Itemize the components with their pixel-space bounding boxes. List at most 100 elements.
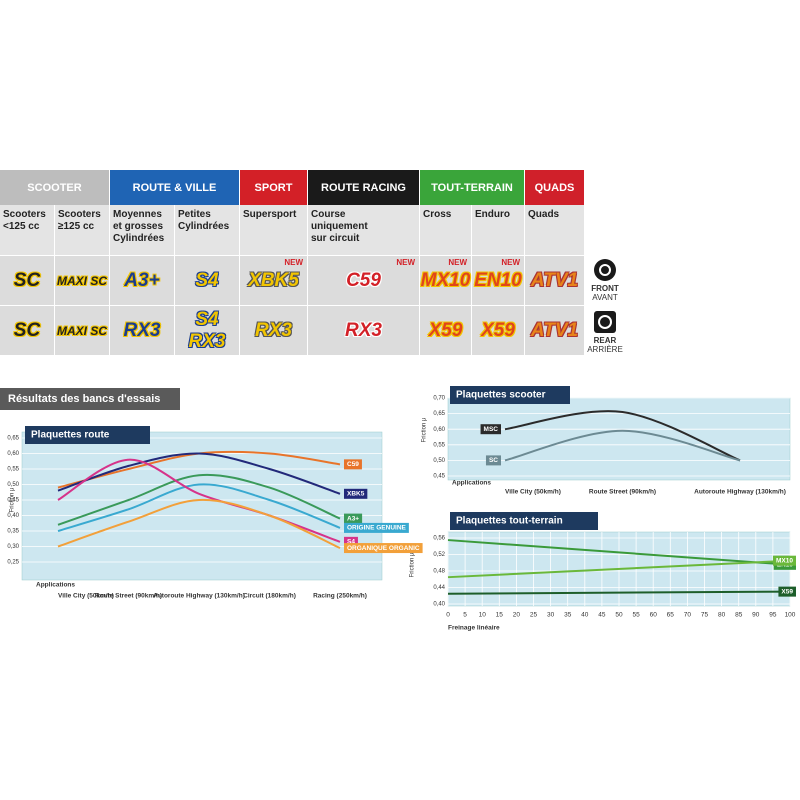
x-tick-label: 70 bbox=[684, 612, 692, 619]
front-subtitle: AVANT bbox=[592, 293, 618, 302]
series-line bbox=[57, 483, 341, 532]
x-tick-label: 30 bbox=[547, 612, 555, 619]
y-tick-label: 0,65 bbox=[7, 436, 19, 442]
x-tick-label: Route Street (90km/h) bbox=[589, 489, 656, 496]
front-cell: MX10 NEW bbox=[420, 255, 472, 305]
front-product: SC bbox=[13, 269, 41, 291]
x-tick-label: 45 bbox=[598, 612, 606, 619]
legend-box bbox=[344, 513, 363, 524]
x-tick-label: Racing (250km/h) bbox=[313, 593, 367, 600]
title-tab bbox=[450, 386, 570, 404]
legend-label: MSC bbox=[484, 426, 499, 433]
front-cell: A3+ bbox=[110, 255, 175, 305]
product-table: SCOOTER Scooters <125 cc SC SC Scooters ≥125… bbox=[0, 170, 585, 355]
plot-panel bbox=[447, 397, 791, 481]
legend-label: ORGANIQUE ORGANIC bbox=[347, 545, 420, 552]
rear-product: RX3 bbox=[123, 319, 161, 341]
rear-cell: RX3 bbox=[308, 305, 420, 355]
rear-product: X59 bbox=[428, 319, 463, 341]
front-cell: ATV1 bbox=[525, 255, 585, 305]
rear-cell: SC bbox=[0, 305, 55, 355]
x-tick-label: Ville City (50km/h) bbox=[58, 593, 114, 600]
column-label: Cross bbox=[420, 205, 472, 255]
x-tick-label: 50 bbox=[615, 612, 623, 619]
legend-label: S4 bbox=[347, 539, 355, 546]
front-cell: XBK5 NEW bbox=[240, 255, 308, 305]
y-tick-label: 0,52 bbox=[433, 552, 445, 558]
y-axis-label: Friction μ bbox=[10, 487, 16, 512]
new-badge: NEW bbox=[396, 258, 415, 267]
rear-product: SC bbox=[13, 319, 41, 341]
legend-entry: X59 bbox=[778, 586, 796, 597]
legend-box bbox=[344, 459, 362, 470]
front-cell: EN10 NEW bbox=[472, 255, 525, 305]
x-tick-label: Ville City (50km/h) bbox=[505, 489, 561, 496]
new-badge: NEW bbox=[284, 258, 303, 267]
x-tick-label: 5 bbox=[463, 612, 467, 619]
x-axis-label: Applications bbox=[36, 582, 75, 589]
column-label: Moyennes et grosses Cylindrées bbox=[110, 205, 175, 255]
column-label: Supersport bbox=[240, 205, 308, 255]
new-badge: NEW bbox=[448, 258, 467, 267]
y-tick-label: 0,45 bbox=[7, 498, 19, 504]
legend-entry: SC bbox=[485, 455, 501, 466]
y-tick-label: 0,40 bbox=[433, 602, 445, 608]
legend-box bbox=[344, 536, 358, 547]
y-tick-label: 0,65 bbox=[433, 411, 445, 417]
series-line bbox=[57, 452, 341, 495]
legend-box bbox=[778, 586, 796, 597]
x-tick-label: 65 bbox=[667, 612, 675, 619]
series-line bbox=[447, 590, 791, 595]
column-label: Course uniquement sur circuit bbox=[308, 205, 420, 255]
front-product: EN10 bbox=[474, 269, 522, 291]
x-tick-label: 80 bbox=[718, 612, 726, 619]
y-tick-label: 0,60 bbox=[7, 451, 19, 457]
legend-entry: MSC bbox=[480, 424, 501, 435]
rear-cell: RX3 bbox=[240, 305, 308, 355]
y-tick-label: 0,30 bbox=[7, 544, 19, 550]
series-line bbox=[57, 473, 341, 526]
x-tick-label: 60 bbox=[650, 612, 658, 619]
front-title: FRONT bbox=[591, 284, 619, 293]
legend-label: ORIGINE GENUINE bbox=[347, 525, 407, 532]
group-header: TOUT-TERRAIN bbox=[420, 170, 525, 205]
column-label: Quads bbox=[525, 205, 585, 255]
x-axis-label: Freinage linéaire bbox=[448, 625, 500, 632]
front-cell: MAXI SC bbox=[55, 255, 110, 305]
legend-entry: S4 bbox=[344, 536, 358, 547]
series-line bbox=[57, 498, 341, 549]
legend-entry: ORIGINE GENUINE bbox=[344, 522, 409, 533]
x-tick-label: Autoroute Highway (130km/h) bbox=[153, 593, 245, 600]
rear-cell: S4 RX3 bbox=[175, 305, 240, 355]
front-cell: S4 bbox=[175, 255, 240, 305]
legend-box bbox=[480, 424, 501, 435]
column-label: Petites Cylindrées bbox=[175, 205, 240, 255]
chart-title: Plaquettes route bbox=[31, 430, 110, 441]
group-header: ROUTE & VILLE bbox=[110, 170, 240, 205]
series-line bbox=[447, 559, 791, 579]
y-axis-label: Friction μ bbox=[410, 552, 416, 577]
rear-product: ATV1 bbox=[530, 319, 579, 341]
rear-product: RX3 bbox=[345, 319, 382, 341]
legend-box bbox=[773, 555, 796, 566]
rear-cell: ATV1 bbox=[525, 305, 585, 355]
x-tick-label: Autoroute Highway (130km/h) bbox=[694, 489, 786, 496]
legend-entry: A3+ bbox=[344, 513, 363, 524]
legend-label: A3+ bbox=[347, 515, 359, 522]
rear-symbol bbox=[594, 311, 616, 333]
group-header: SCOOTER bbox=[0, 170, 110, 205]
rear-product: RX3 bbox=[188, 330, 226, 352]
legend-box bbox=[344, 488, 368, 499]
front-product: A3+ bbox=[124, 269, 160, 291]
legend-label: SC bbox=[489, 457, 498, 464]
rear-cell: RX3 bbox=[110, 305, 175, 355]
rear-cell: X59 bbox=[420, 305, 472, 355]
chart-title: Plaquettes scooter bbox=[456, 390, 546, 401]
legend-entry: ORGANIQUE ORGANIC bbox=[344, 543, 423, 554]
title-tab bbox=[25, 426, 150, 444]
front-cell: SC bbox=[0, 255, 55, 305]
x-tick-label: 10 bbox=[479, 612, 487, 619]
group-header: ROUTE RACING bbox=[308, 170, 420, 205]
series-line bbox=[504, 429, 741, 462]
